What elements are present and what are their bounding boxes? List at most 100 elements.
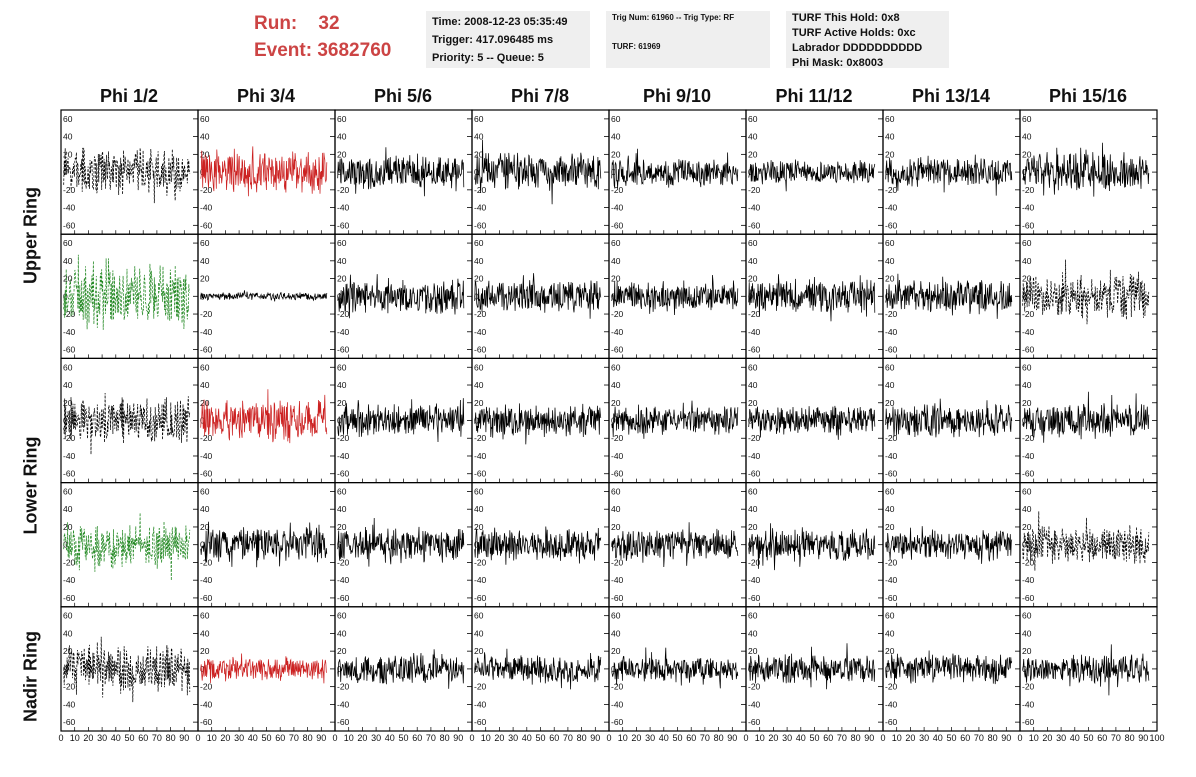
waveform-line <box>1022 142 1150 197</box>
waveform-line <box>200 146 328 197</box>
y-tick-label: 60 <box>337 611 347 621</box>
y-tick-label: -60 <box>885 593 898 603</box>
x-tick-label: 80 <box>714 733 724 743</box>
x-tick-label: 40 <box>385 733 395 743</box>
y-tick-label: 0 <box>337 664 342 674</box>
y-tick-label: 60 <box>474 114 484 124</box>
y-tick-label: -20 <box>337 185 350 195</box>
y-tick-label: 0 <box>611 540 616 550</box>
y-tick-label: -20 <box>885 433 898 443</box>
y-tick-label: 20 <box>63 646 73 656</box>
x-tick-label: 80 <box>988 733 998 743</box>
y-tick-label: -20 <box>748 309 761 319</box>
y-tick-label: -60 <box>63 469 76 479</box>
y-tick-label: -20 <box>748 682 761 692</box>
x-tick-label: 60 <box>686 733 696 743</box>
y-tick-label: -60 <box>611 593 624 603</box>
panel-frame <box>60 482 199 608</box>
x-tick-label: 0 <box>58 733 63 743</box>
x-tick-label: 60 <box>823 733 833 743</box>
y-tick-label: 20 <box>1022 398 1032 408</box>
y-tick-label: -20 <box>611 309 624 319</box>
waveform-line <box>611 647 739 689</box>
x-tick-label: 80 <box>577 733 587 743</box>
x-tick-label: 80 <box>851 733 861 743</box>
y-tick-label: -20 <box>337 309 350 319</box>
y-tick-label: 20 <box>748 646 758 656</box>
y-tick-label: 60 <box>885 611 895 621</box>
y-tick-label: -40 <box>611 699 624 709</box>
y-tick-label: 40 <box>748 504 758 514</box>
y-tick-label: -40 <box>748 327 761 337</box>
waveform-line <box>474 273 602 319</box>
y-tick-label: 40 <box>337 628 347 638</box>
y-tick-label: -60 <box>611 717 624 727</box>
y-tick-label: -20 <box>200 309 213 319</box>
y-tick-label: 40 <box>474 380 484 390</box>
y-tick-label: 40 <box>474 504 484 514</box>
y-tick-label: 60 <box>474 362 484 372</box>
y-tick-label: -60 <box>611 469 624 479</box>
y-tick-label: -60 <box>1022 593 1035 603</box>
y-tick-label: 20 <box>611 274 621 284</box>
y-tick-label: 40 <box>200 504 210 514</box>
y-tick-label: -60 <box>1022 220 1035 230</box>
trigger-text: Trigger: 417.096485 ms <box>432 34 554 46</box>
y-tick-label: -40 <box>200 203 213 213</box>
y-tick-label: -40 <box>748 203 761 213</box>
x-tick-label: 40 <box>659 733 669 743</box>
y-tick-label: 40 <box>474 132 484 142</box>
y-tick-label: -60 <box>474 345 487 355</box>
x-tick-label: 20 <box>357 733 367 743</box>
y-tick-label: -20 <box>200 185 213 195</box>
waveform-line <box>1022 644 1150 696</box>
y-tick-label: 0 <box>337 540 342 550</box>
y-tick-label: -60 <box>200 593 213 603</box>
x-tick-label: 70 <box>563 733 573 743</box>
y-tick-label: -60 <box>337 717 350 727</box>
y-tick-label: 20 <box>337 398 347 408</box>
y-tick-label: -40 <box>200 575 213 585</box>
x-tick-label: 50 <box>1083 733 1093 743</box>
y-tick-label: -20 <box>611 185 624 195</box>
waveform-line <box>63 254 190 330</box>
y-tick-label: 20 <box>611 398 621 408</box>
waveform-line <box>748 643 876 690</box>
run-value: 32 <box>318 13 340 34</box>
y-tick-label: 60 <box>611 362 621 372</box>
y-tick-label: 40 <box>200 628 210 638</box>
x-tick-label: 70 <box>1111 733 1121 743</box>
y-tick-label: -40 <box>337 327 350 337</box>
y-tick-label: 40 <box>200 132 210 142</box>
y-tick-label: -40 <box>63 699 76 709</box>
x-tick-label: 30 <box>508 733 518 743</box>
y-tick-label: 60 <box>200 486 210 496</box>
y-tick-label: -20 <box>63 185 76 195</box>
x-tick-label: 40 <box>933 733 943 743</box>
y-tick-label: 20 <box>474 149 484 159</box>
y-tick-label: 40 <box>748 132 758 142</box>
panel-r3-c2: -60 -40 -20 0 20 40 60 <box>197 357 336 484</box>
y-tick-label: 60 <box>337 486 347 496</box>
y-tick-label: -20 <box>63 557 76 567</box>
y-tick-label: 40 <box>337 256 347 266</box>
x-tick-label: 30 <box>919 733 929 743</box>
y-tick-label: -60 <box>1022 345 1035 355</box>
turf-text: TURF: 61969 <box>612 42 661 51</box>
y-tick-label: 40 <box>337 504 347 514</box>
x-tick-label: 0 <box>743 733 748 743</box>
y-tick-label: -20 <box>200 557 213 567</box>
x-tick-label: 10 <box>618 733 628 743</box>
x-tick-label: 0 <box>1017 733 1022 743</box>
y-tick-label: -60 <box>63 593 76 603</box>
y-tick-label: 20 <box>474 274 484 284</box>
